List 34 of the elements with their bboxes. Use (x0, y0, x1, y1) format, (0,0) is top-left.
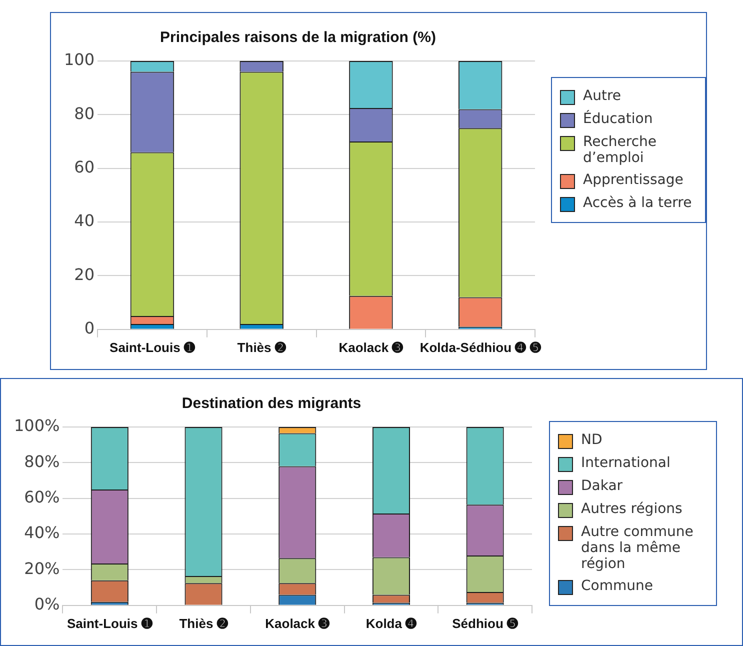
legend-label: Autre commune dans la même région (581, 524, 694, 572)
legend-label: ND (581, 432, 602, 448)
y-tick-label: 100 (64, 50, 95, 70)
x-tick-label: Kolda-Sédhiou ➍ ➎ (420, 340, 542, 355)
y-tick-label: 40% (24, 523, 60, 542)
y-tick-label: 40 (74, 211, 95, 230)
x-tick-label: Kaolack ➌ (338, 340, 404, 355)
x-tick-label: Kaolack ➌ (265, 616, 331, 631)
y-tick-label: 20% (24, 558, 60, 578)
legend-label: International (581, 455, 670, 471)
x-tick-label: Sédhiou ➎ (452, 616, 520, 631)
y-tick-label: 100% (14, 416, 60, 436)
y-tick-label: 60 (74, 158, 95, 177)
legend-label: Commune (581, 578, 653, 594)
y-tick-label: 80 (74, 104, 95, 123)
y-tick-label: 0% (34, 594, 60, 614)
y-tick-label: 20 (74, 264, 95, 284)
x-tick-label: Saint-Louis ➊ (110, 340, 196, 355)
y-tick-label: 60% (24, 488, 60, 507)
legend-label: Autre (583, 88, 622, 104)
legend-label: Dakar (581, 478, 623, 494)
y-tick-label: 0 (84, 318, 95, 338)
legend-label: Accès à la terre (583, 195, 692, 211)
legend-label: Autres régions (581, 501, 682, 517)
x-tick-label: Saint-Louis ➊ (66, 616, 154, 631)
legend-label: Recherche d’emploi (583, 134, 658, 166)
x-tick-label: Thiès ➋ (179, 616, 229, 631)
y-tick-label: 80% (24, 452, 60, 471)
legend-label: Apprentissage (583, 172, 684, 188)
chart-title: Principales raisons de la migration (%) (160, 29, 436, 46)
x-tick-label: Kolda ➍ (366, 616, 418, 631)
legend-label: Éducation (583, 111, 653, 127)
x-tick-label: Thiès ➋ (237, 340, 287, 355)
chart-title: Destination des migrants (182, 395, 362, 412)
